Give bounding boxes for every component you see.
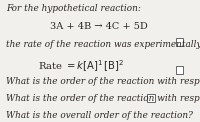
Text: Rate $= k[\mathrm{A}]^1\,[\mathrm{B}]^2$: Rate $= k[\mathrm{A}]^1\,[\mathrm{B}]^2$ (38, 59, 124, 74)
Bar (176, 66, 183, 74)
Bar (147, 94, 155, 102)
Text: What is the order of the reaction with respect to A?: What is the order of the reaction with r… (6, 77, 200, 86)
Bar (176, 38, 183, 46)
Text: What is the order of the reaction with respect to B?: What is the order of the reaction with r… (6, 94, 200, 103)
Text: 3A + 4B → 4C + 5D: 3A + 4B → 4C + 5D (50, 22, 148, 31)
Text: the rate of the reaction was experimentally determined to be:: the rate of the reaction was experimenta… (6, 40, 200, 49)
Text: What is the overall order of the reaction?: What is the overall order of the reactio… (6, 111, 193, 120)
Text: For the hypothetical reaction:: For the hypothetical reaction: (6, 4, 141, 13)
